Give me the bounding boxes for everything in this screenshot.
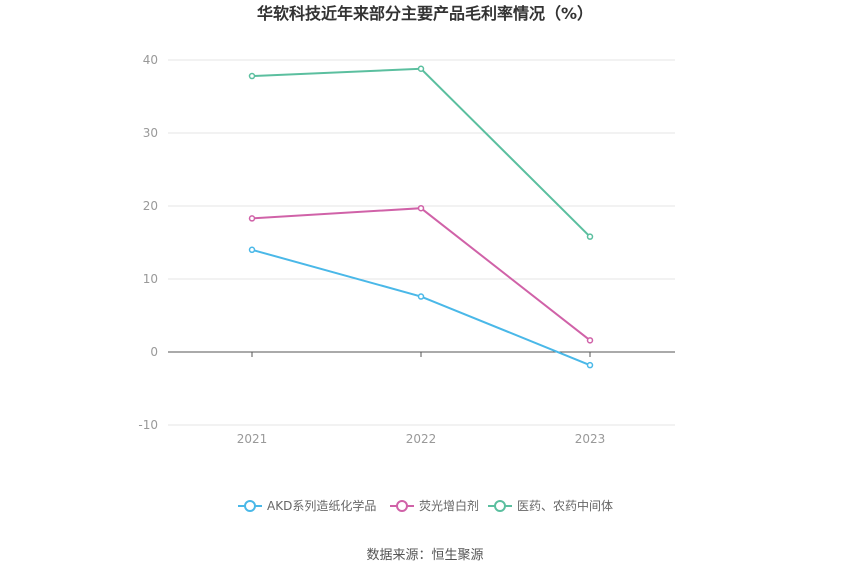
legend[interactable]: AKD系列造纸化学品 荧光增白剂 医药、农药中间体 [238, 498, 613, 513]
legend-circle-marker [396, 500, 408, 512]
data-point[interactable] [586, 361, 594, 369]
legend-circle-marker [244, 500, 256, 512]
series-2 [248, 204, 594, 344]
data-point[interactable] [248, 246, 256, 254]
data-point[interactable] [248, 215, 256, 222]
y-tick-label: 30 [143, 126, 158, 140]
data-point[interactable] [586, 337, 594, 344]
y-tick-label: 10 [143, 272, 158, 286]
data-point[interactable] [417, 204, 425, 212]
source-note: 数据来源：恒生聚源 [366, 548, 483, 563]
data-point[interactable] [417, 65, 425, 73]
data-point[interactable] [586, 233, 594, 240]
series-3 [248, 65, 594, 240]
legend-item-3[interactable]: 医药、农药中间体 [488, 498, 613, 513]
legend-label: AKD系列造纸化学品 [267, 498, 376, 513]
series-line [251, 248, 591, 367]
y-tick-label: 20 [143, 199, 158, 213]
y-tick-label: -10 [138, 418, 158, 432]
series-1 [248, 246, 594, 369]
x-tick-label: 2021 [237, 432, 268, 446]
legend-item-1[interactable]: AKD系列造纸化学品 [238, 498, 376, 513]
y-axis: -10 0 10 20 30 40 [138, 53, 158, 432]
y-tick-label: 0 [150, 345, 158, 359]
y-tick-label: 40 [143, 53, 158, 67]
legend-circle-marker [494, 500, 506, 512]
series-group [248, 65, 594, 369]
legend-item-2[interactable]: 荧光增白剂 [390, 498, 479, 513]
series-line [251, 67, 591, 238]
legend-label: 荧光增白剂 [419, 498, 479, 513]
data-point[interactable] [248, 72, 256, 80]
data-point[interactable] [417, 293, 425, 300]
x-axis: 2021 2022 2023 [237, 352, 606, 446]
legend-label: 医药、农药中间体 [517, 498, 613, 513]
x-tick-label: 2022 [406, 432, 437, 446]
grid-lines [168, 59, 675, 426]
series-line [251, 207, 591, 342]
x-tick-label: 2023 [575, 432, 606, 446]
chart-title: 华软科技近年来部分主要产品毛利率情况（%） [257, 4, 593, 23]
